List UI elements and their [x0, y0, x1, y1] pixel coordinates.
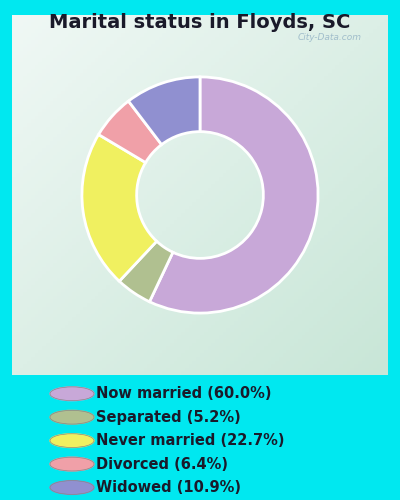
Circle shape [50, 387, 94, 400]
Text: Now married (60.0%): Now married (60.0%) [96, 386, 272, 401]
Wedge shape [98, 101, 162, 162]
Text: Divorced (6.4%): Divorced (6.4%) [96, 456, 228, 471]
Circle shape [50, 457, 94, 471]
Circle shape [50, 480, 94, 494]
Text: Never married (22.7%): Never married (22.7%) [96, 433, 284, 448]
Circle shape [50, 434, 94, 448]
Wedge shape [128, 77, 200, 144]
Text: Separated (5.2%): Separated (5.2%) [96, 410, 241, 424]
Wedge shape [150, 77, 318, 313]
Text: Widowed (10.9%): Widowed (10.9%) [96, 480, 241, 495]
Wedge shape [82, 134, 157, 281]
Wedge shape [119, 241, 173, 302]
Circle shape [50, 410, 94, 424]
Text: City-Data.com: City-Data.com [298, 33, 362, 42]
Text: Marital status in Floyds, SC: Marital status in Floyds, SC [49, 12, 351, 32]
